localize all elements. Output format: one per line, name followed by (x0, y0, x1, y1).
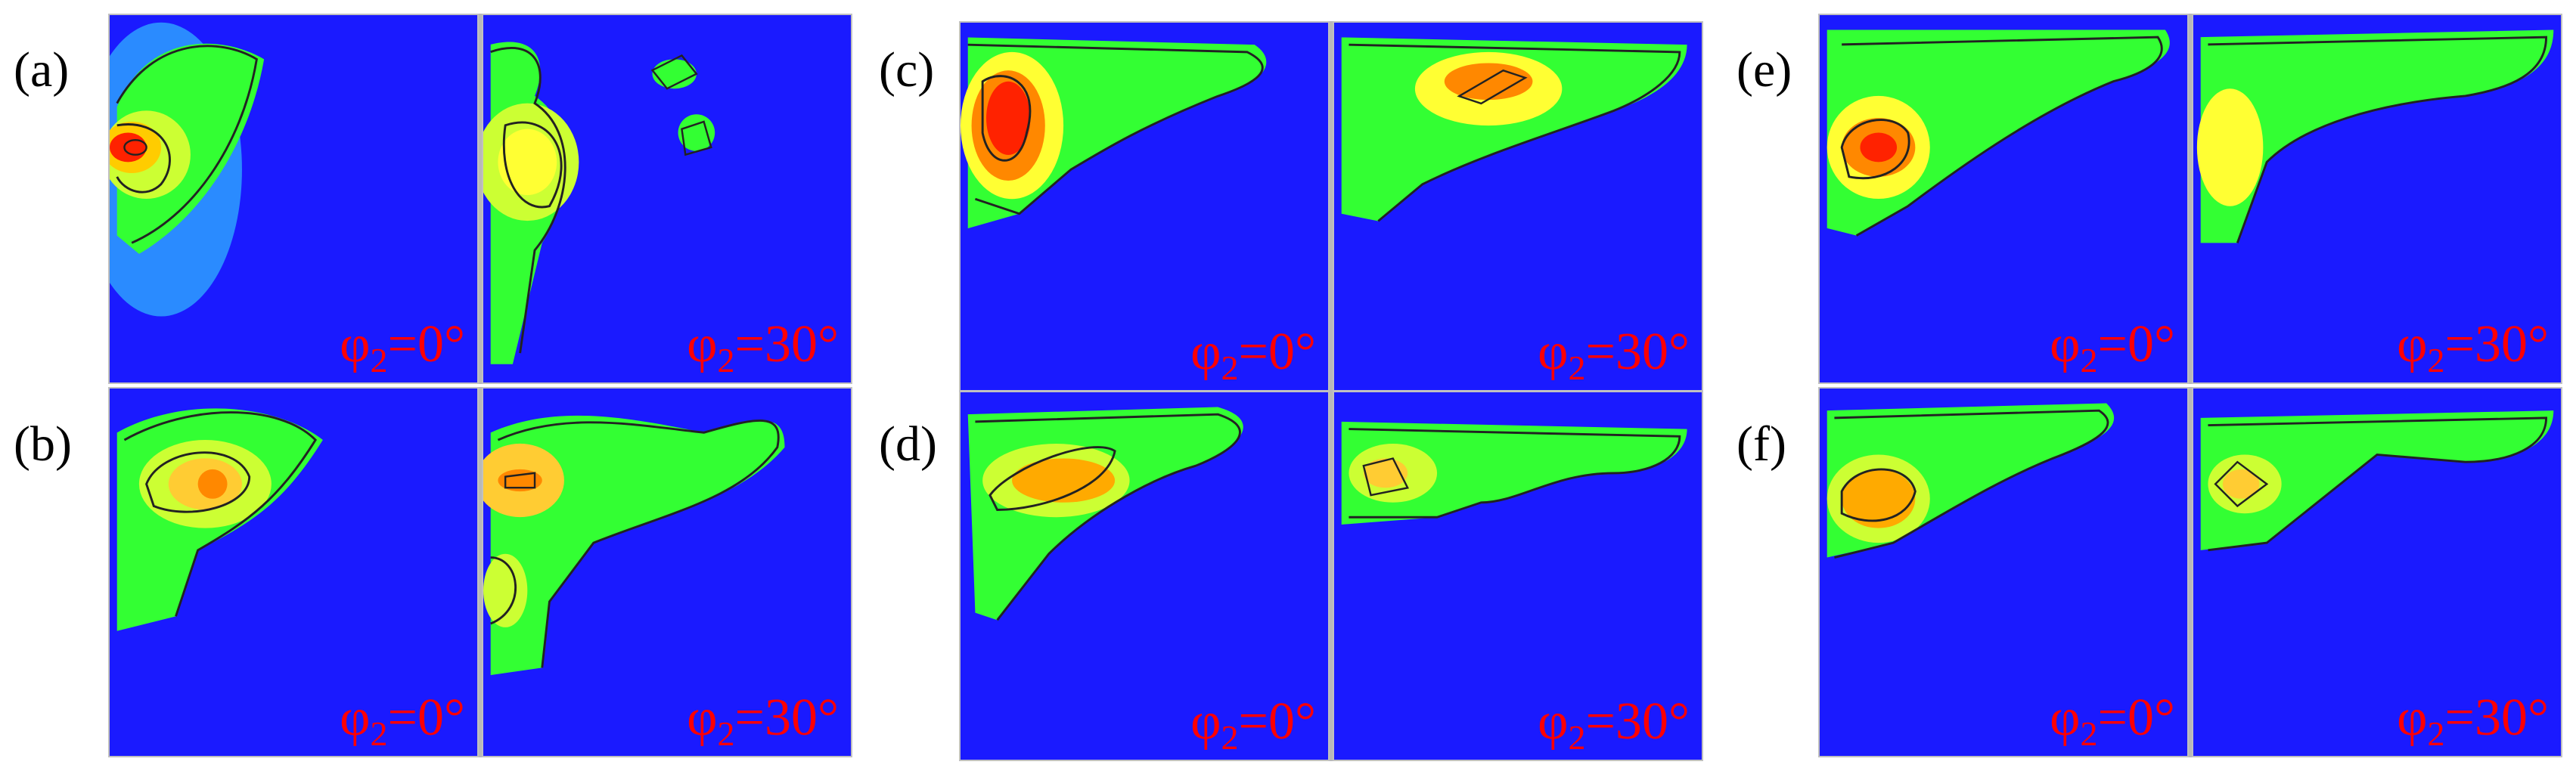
odf-map-d-phi0: φ2=0° (959, 391, 1330, 761)
heatmap-e-phi30 (2193, 15, 2561, 382)
heatmap-f-phi0 (1820, 389, 2187, 756)
phi2-label-d-30: φ2=30° (1538, 692, 1690, 757)
odf-map-f-phi0: φ2=0° (1818, 387, 2189, 757)
odf-map-c-phi0: φ2=0° (959, 21, 1330, 392)
panel-label-d: (d) (879, 416, 937, 472)
phi2-label-c-30: φ2=30° (1538, 323, 1690, 387)
heatmap-d-phi0 (961, 392, 1328, 760)
phi2-label-e-30: φ2=30° (2397, 315, 2549, 379)
heatmap-f-phi30 (2193, 389, 2561, 756)
heatmap-e-phi0 (1820, 15, 2187, 382)
phi2-label-e-0: φ2=0° (2050, 315, 2175, 379)
odf-map-c-phi30: φ2=30° (1333, 21, 1703, 392)
heatmap-d-phi30 (1334, 392, 1702, 760)
odf-map-b-phi0: φ2=0° (108, 387, 479, 757)
map-row-e: φ2=0° φ2=30° (1818, 14, 2562, 384)
heatmap-a-phi30 (483, 15, 851, 382)
phi2-label-f-30: φ2=30° (2397, 689, 2549, 753)
odf-map-e-phi0: φ2=0° (1818, 14, 2189, 384)
odf-map-f-phi30: φ2=30° (2192, 387, 2562, 757)
panel-label-b: (b) (14, 416, 72, 472)
map-row-f: φ2=0° φ2=30° (1818, 387, 2562, 757)
odf-map-a-phi0: φ2=0° (108, 14, 479, 384)
heatmap-c-phi0 (961, 23, 1328, 390)
heatmap-b-phi0 (110, 389, 477, 756)
phi2-label-d-0: φ2=0° (1190, 692, 1316, 757)
heatmap-b-phi30 (483, 389, 851, 756)
panel-label-a: (a) (14, 42, 70, 98)
odf-map-e-phi30: φ2=30° (2192, 14, 2562, 384)
panel-label-e: (e) (1736, 42, 1792, 98)
phi2-label-a-30: φ2=30° (687, 315, 839, 379)
odf-map-a-phi30: φ2=30° (482, 14, 852, 384)
phi2-label-f-0: φ2=0° (2050, 689, 2175, 753)
map-row-a: φ2=0° φ2=30° (108, 14, 852, 384)
panel-label-f: (f) (1736, 416, 1786, 472)
map-row-d: φ2=0° φ2=30° (959, 391, 1703, 761)
map-row-b: φ2=0° φ2=30° (108, 387, 852, 757)
phi2-label-a-0: φ2=0° (340, 315, 465, 379)
odf-map-d-phi30: φ2=30° (1333, 391, 1703, 761)
phi2-label-b-30: φ2=30° (687, 689, 839, 753)
panel-label-c: (c) (879, 42, 935, 98)
heatmap-a-phi0 (110, 15, 477, 382)
heatmap-c-phi30 (1334, 23, 1702, 390)
map-row-c: φ2=0° φ2=30° (959, 21, 1703, 392)
phi2-label-b-0: φ2=0° (340, 689, 465, 753)
odf-map-b-phi30: φ2=30° (482, 387, 852, 757)
phi2-label-c-0: φ2=0° (1190, 323, 1316, 387)
